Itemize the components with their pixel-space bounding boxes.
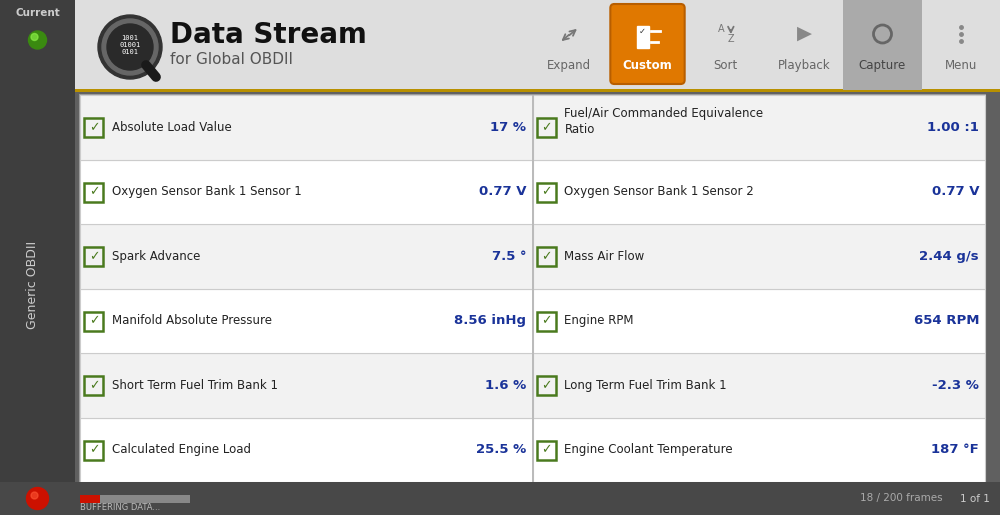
Text: Sort: Sort (714, 59, 738, 72)
Text: Menu: Menu (945, 59, 977, 72)
Text: 2.44 g/s: 2.44 g/s (919, 250, 979, 263)
Text: 0.77 V: 0.77 V (479, 185, 526, 198)
FancyBboxPatch shape (536, 441, 556, 460)
FancyBboxPatch shape (84, 183, 103, 202)
Bar (80, 224, 532, 288)
Text: Engine RPM: Engine RPM (564, 314, 634, 327)
FancyBboxPatch shape (84, 118, 103, 138)
Text: Fuel/Air Commanded Equivalence
Ratio: Fuel/Air Commanded Equivalence Ratio (564, 107, 764, 136)
Text: Current: Current (15, 8, 60, 18)
Text: ✓: ✓ (541, 121, 552, 134)
Circle shape (878, 29, 888, 39)
Circle shape (102, 19, 158, 75)
FancyBboxPatch shape (84, 247, 103, 266)
Text: Expand: Expand (547, 59, 591, 72)
Bar (80, 418, 532, 482)
Text: Manifold Absolute Pressure: Manifold Absolute Pressure (112, 314, 272, 327)
Text: ✓: ✓ (541, 443, 552, 456)
Text: ✓: ✓ (89, 443, 99, 456)
Circle shape (107, 24, 153, 70)
Text: Playback: Playback (778, 59, 830, 72)
Bar (532, 95, 985, 160)
Circle shape (26, 488, 48, 509)
FancyBboxPatch shape (536, 312, 556, 331)
FancyBboxPatch shape (536, 118, 556, 138)
Text: Data Stream: Data Stream (170, 21, 367, 49)
Text: Custom: Custom (623, 59, 672, 72)
FancyBboxPatch shape (536, 247, 556, 266)
Text: 187 °F: 187 °F (931, 443, 979, 456)
Bar (532, 418, 985, 482)
Text: Oxygen Sensor Bank 1 Sensor 2: Oxygen Sensor Bank 1 Sensor 2 (564, 185, 754, 198)
Text: 25.5 %: 25.5 % (476, 443, 526, 456)
FancyBboxPatch shape (84, 376, 103, 395)
Bar (80, 353, 532, 418)
Text: ✓: ✓ (89, 185, 99, 198)
Text: 17 %: 17 % (490, 121, 526, 134)
Text: 7.5 °: 7.5 ° (492, 250, 526, 263)
Text: 1.6 %: 1.6 % (485, 379, 526, 392)
Text: ✓: ✓ (639, 26, 646, 36)
FancyBboxPatch shape (637, 37, 648, 48)
Text: ✓: ✓ (541, 185, 552, 198)
Text: Mass Air Flow: Mass Air Flow (564, 250, 645, 263)
Text: Calculated Engine Load: Calculated Engine Load (112, 443, 251, 456)
Text: ✓: ✓ (541, 314, 552, 327)
Text: 8.56 inHg: 8.56 inHg (454, 314, 526, 327)
Text: ✓: ✓ (89, 121, 99, 134)
FancyBboxPatch shape (610, 4, 685, 84)
Text: BUFFERING DATA...: BUFFERING DATA... (80, 503, 160, 512)
Text: Short Term Fuel Trim Bank 1: Short Term Fuel Trim Bank 1 (112, 379, 278, 392)
FancyBboxPatch shape (84, 312, 103, 331)
Text: ✓: ✓ (541, 379, 552, 392)
Bar (80, 494, 190, 503)
Text: Long Term Fuel Trim Bank 1: Long Term Fuel Trim Bank 1 (564, 379, 727, 392)
Bar (75, 0, 1000, 90)
Text: 1001
01001
0101: 1001 01001 0101 (119, 35, 141, 56)
Text: -2.3 %: -2.3 % (932, 379, 979, 392)
Text: Oxygen Sensor Bank 1 Sensor 1: Oxygen Sensor Bank 1 Sensor 1 (112, 185, 302, 198)
Text: ✓: ✓ (541, 250, 552, 263)
Bar (532, 353, 985, 418)
Text: Engine Coolant Temperature: Engine Coolant Temperature (564, 443, 733, 456)
Bar (532, 224, 985, 288)
Bar (0, 0, 75, 515)
FancyBboxPatch shape (536, 183, 556, 202)
FancyBboxPatch shape (637, 26, 648, 37)
Text: for Global OBDII: for Global OBDII (170, 52, 293, 66)
Text: ✓: ✓ (89, 314, 99, 327)
Text: 1.00 :1: 1.00 :1 (927, 121, 979, 134)
Circle shape (28, 31, 46, 49)
Bar (80, 95, 532, 160)
Text: ✓: ✓ (89, 250, 99, 263)
Bar (75, 89, 1000, 92)
Text: Z: Z (728, 34, 734, 44)
FancyBboxPatch shape (84, 441, 103, 460)
Text: 0.77 V: 0.77 V (932, 185, 979, 198)
Text: ✓: ✓ (89, 379, 99, 392)
Bar (80, 494, 100, 503)
Bar (532, 95, 534, 482)
Text: A: A (718, 24, 724, 34)
Circle shape (31, 492, 38, 499)
FancyBboxPatch shape (536, 376, 556, 395)
Bar (80, 95, 985, 482)
Text: 18 / 200 frames: 18 / 200 frames (860, 493, 943, 504)
Text: Generic OBDII: Generic OBDII (26, 241, 39, 329)
Bar (0, 482, 1000, 515)
Bar (532, 288, 985, 353)
Text: Capture: Capture (859, 59, 906, 72)
Circle shape (31, 33, 38, 41)
Bar (843, 0, 922, 90)
Bar (80, 288, 532, 353)
Circle shape (98, 15, 162, 79)
Bar (80, 160, 532, 224)
Text: Spark Advance: Spark Advance (112, 250, 200, 263)
Text: Absolute Load Value: Absolute Load Value (112, 121, 232, 134)
Text: ▶: ▶ (797, 24, 812, 43)
Text: 1 of 1: 1 of 1 (960, 493, 990, 504)
Text: 654 RPM: 654 RPM (914, 314, 979, 327)
Bar (532, 160, 985, 224)
